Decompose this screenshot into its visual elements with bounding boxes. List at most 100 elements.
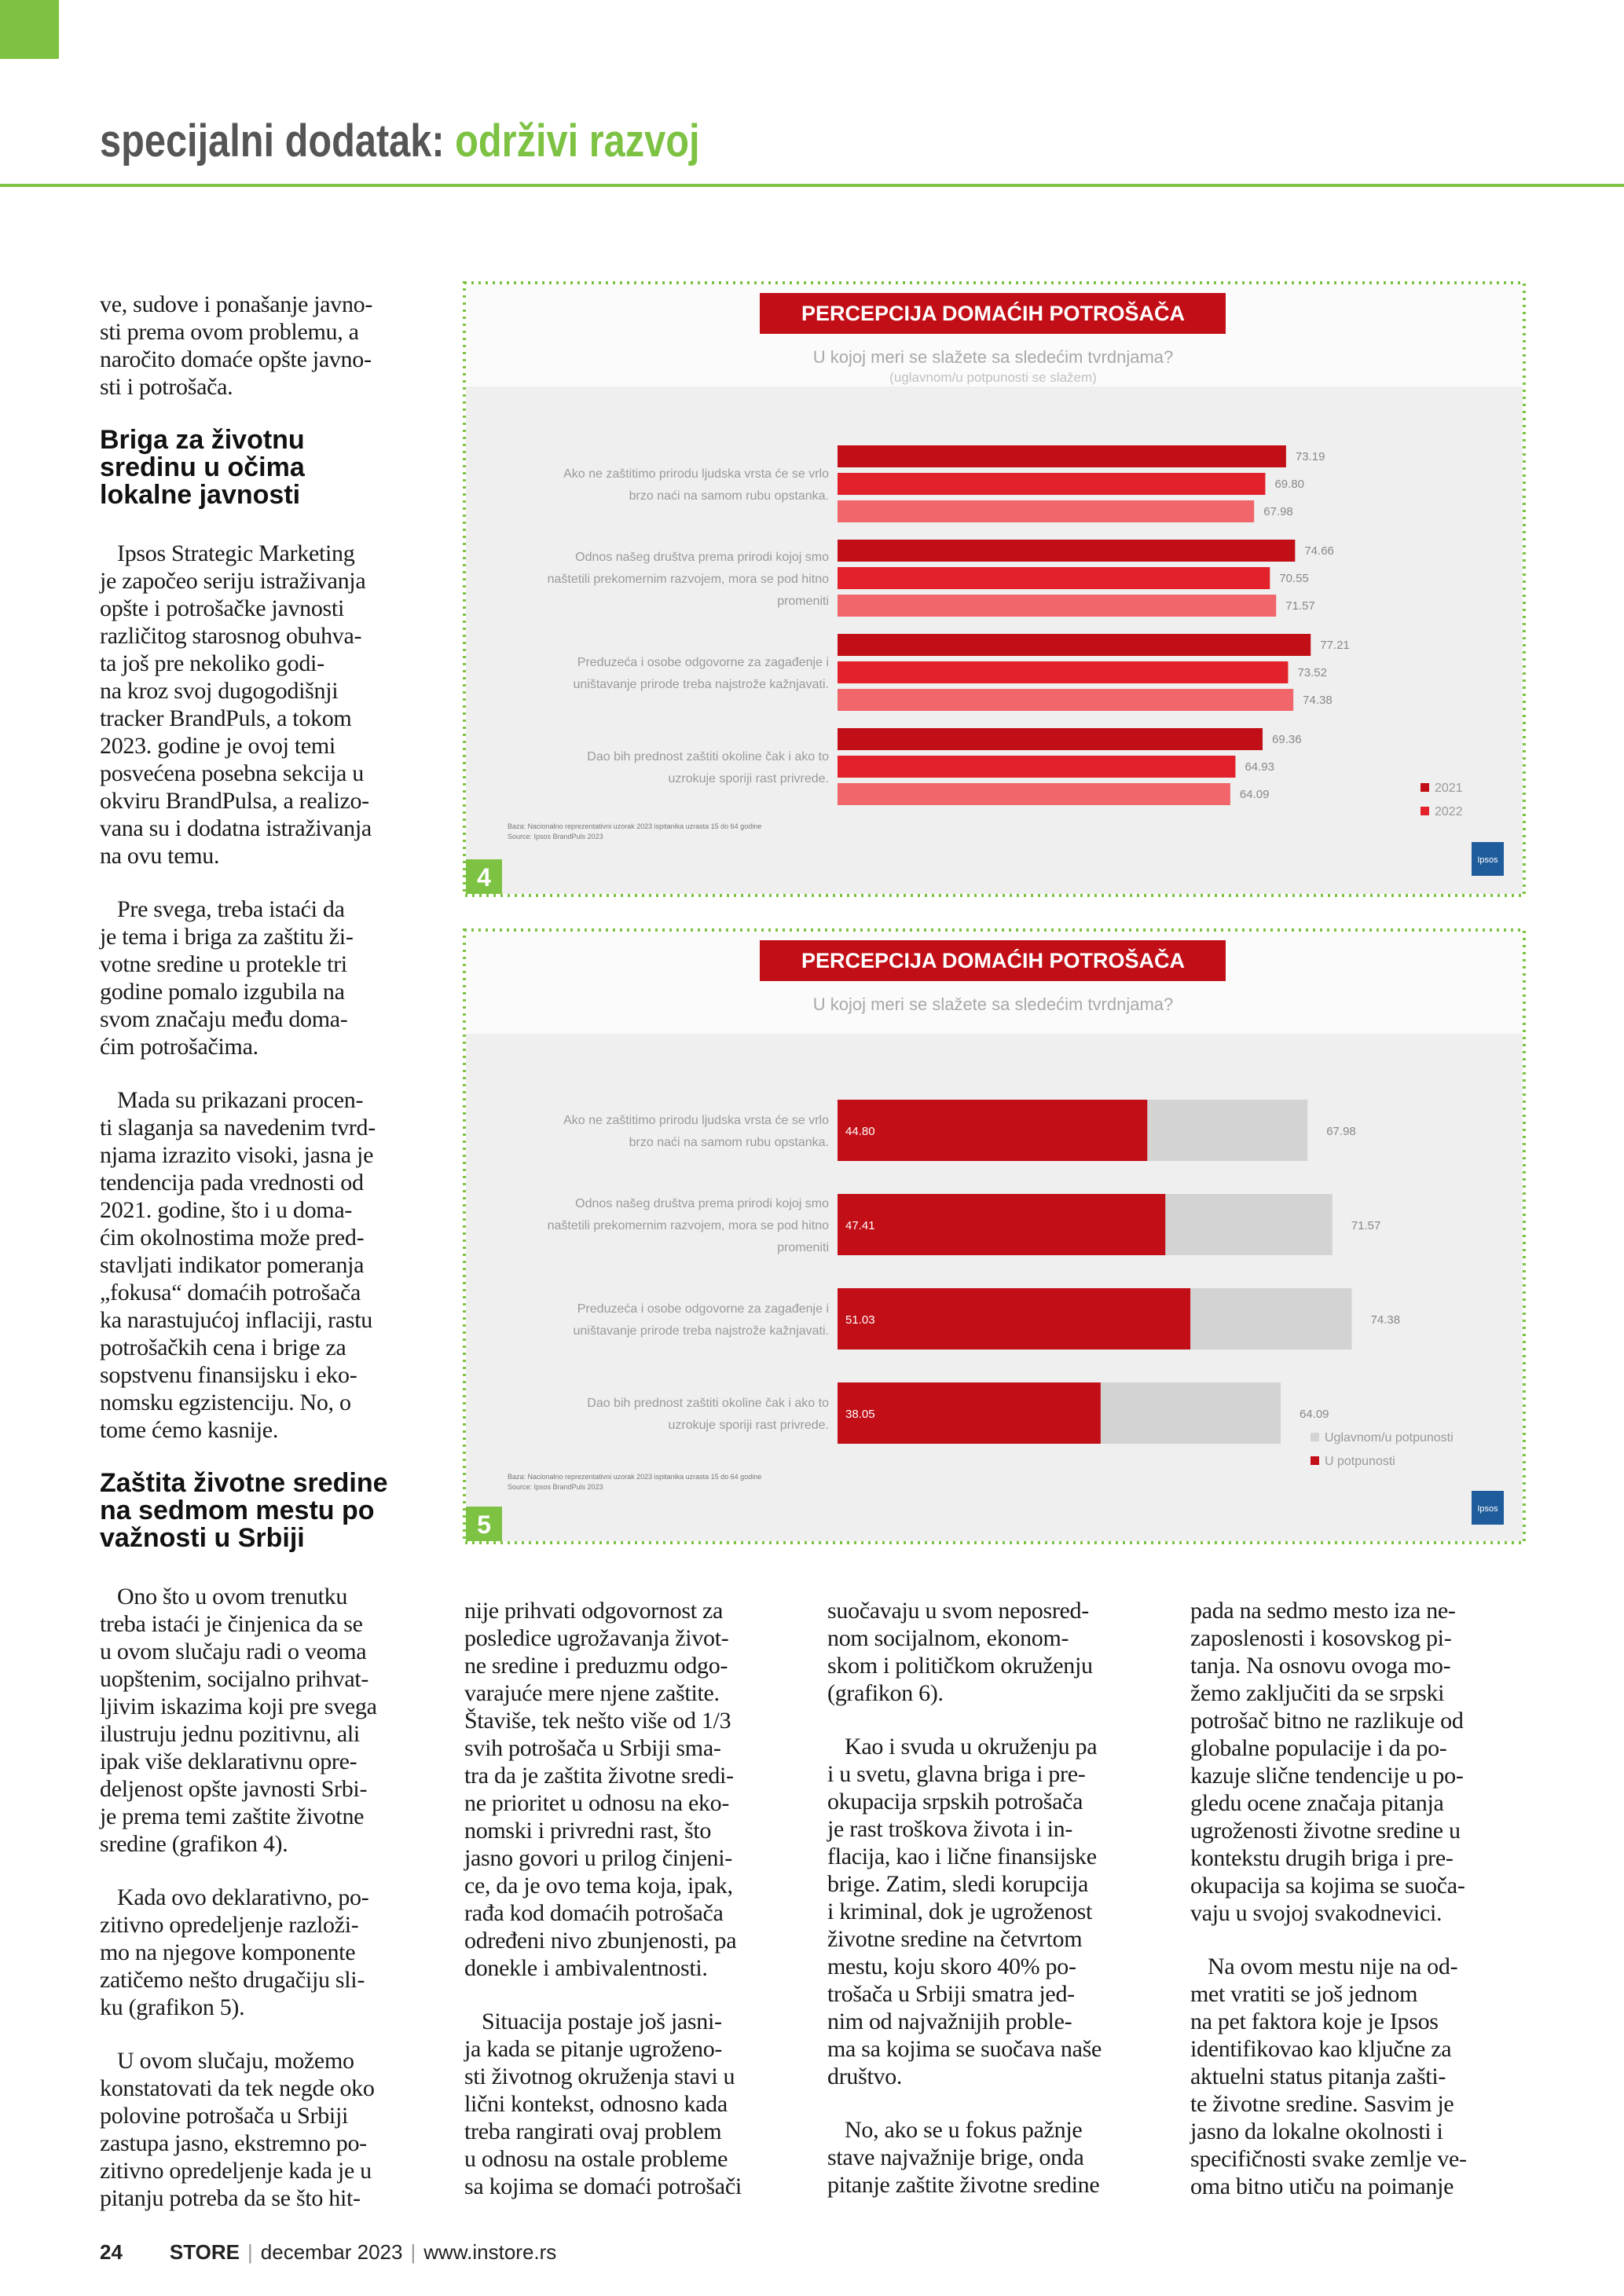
text-line: gledu ocene značaja pitanja [1190,1790,1444,1816]
text-line: Kao i svuda u okruženju pa [845,1734,1098,1760]
text-line: ilustruju jednu pozitivnu, ali [100,1721,360,1747]
text-line: lični kontekst, odnosno kada [464,2091,728,2117]
text-line: skom i političkom okruženju [827,1653,1093,1679]
text-line: i kriminal, dok je ugroženost [827,1899,1093,1924]
text-line: godine pomalo izgubila na [100,979,345,1005]
text-line: na kroz svoj dugogodišnji [100,678,339,704]
logo: Ipsos [1477,855,1498,865]
text-line: pitanju potreba da se što hit- [100,2185,361,2211]
text-line: posvećena posebna sekcija u [100,760,364,786]
value-label: 71.57 [1351,1219,1381,1232]
chart-note: Source: Ipsos BrandPuls 2023 [508,833,603,840]
text-line: na pet faktora koje je Ipsos [1190,2009,1439,2034]
bar [838,1100,1148,1161]
paragraph: U ovom slučaju, možemo konstatovati da te… [100,2047,438,2212]
text-line: jasno govori u prilog činjeni- [464,1845,732,1871]
text-line: na ovu temu. [100,843,220,869]
figure-number-box [466,859,502,894]
value-label: 64.09 [1300,1408,1329,1421]
text-line: ćim okolnostima može pred- [100,1225,365,1251]
text-line: Pre svega, treba istaći da [117,896,345,922]
figure-number-box [466,1507,502,1541]
text-line: trošača u Srbiji smatra jed- [827,1981,1075,2007]
chart-title: PERCEPCIJA DOMAĆIH POTROŠAČA [801,948,1185,972]
category-label: Dao bih prednost zaštiti okoline čak i a… [587,750,829,764]
separator: | [410,2240,416,2264]
text-column: ve, sudove i ponašanje javno-sti prema o… [100,291,438,2212]
value-label: 71.57 [1285,599,1315,613]
bar [838,1288,1191,1349]
value-label: 67.98 [1326,1125,1356,1138]
text-line: (grafikon 6). [827,1680,944,1706]
text-line: okupacija srpskih potrošača [827,1789,1083,1814]
text-line: ja kada se pitanje ugroženo- [464,2036,723,2062]
paragraph: Na ovom mestu nije na od-met vratiti se … [1190,1953,1528,2200]
title-topic: održivi razvoj [455,115,700,167]
text-line: jasno da lokalne okolnosti i [1190,2118,1443,2144]
value-label: 47.41 [845,1219,875,1232]
value-label: 74.38 [1371,1313,1401,1327]
bar [838,445,1286,467]
text-line: sti i potrošača. [100,374,233,400]
legend-label: 2022 [1435,805,1463,818]
text-line: Ipsos Strategic Marketing [117,540,355,566]
text-line: Štaviše, tek nešto više od 1/3 [464,1708,731,1734]
text-line: potrošačkih cena i brige za [100,1335,346,1360]
category-label: Ako ne zaštitimo prirodu ljudska vrsta ć… [563,1114,829,1127]
category-label: Preduzeća i osobe odgovorne za zagađenje… [577,656,829,669]
text-line: tracker BrandPuls, a tokom [100,705,352,731]
text-line: met vratiti se još jednom [1190,1981,1418,2007]
text-line: određeni nivo zbunjenosti, pa [464,1928,737,1954]
text-line: u odnosu na ostale probleme [464,2146,728,2172]
text-line: ta još pre nekoliko godi- [100,650,324,676]
text-line: je započeo seriju istraživanja [100,568,366,594]
chart-note: Source: Ipsos BrandPuls 2023 [508,1483,603,1491]
text-line: stavljati indikator pomeranja [100,1252,365,1278]
text-line: i u svetu, glavna briga i pre- [827,1761,1086,1787]
text-line: vana su i dodatna istraživanja [100,815,372,841]
text-line: stave najvažnije brige, onda [827,2144,1084,2170]
text-line: okupacija sa kojima se suoča- [1190,1873,1465,1899]
text-line: ne sredine i preduzmu odgo- [464,1653,728,1679]
bar [838,595,1277,617]
legend-swatch [1421,783,1429,792]
text-line: zastupa jasno, ekstremno po- [100,2130,367,2156]
category-label: Dao bih prednost zaštiti okoline čak i a… [587,1397,829,1410]
value-label: 64.09 [1240,788,1270,801]
text-column: suočavaju u svom neposred-nom socijalnom… [827,1597,1165,2199]
bar [838,728,1263,750]
bar [838,500,1255,522]
text-line: ugroženosti životne sredine u [1190,1818,1461,1844]
chart-note: Baza: Nacionalno reprezentativni uzorak … [508,822,761,830]
text-line: je tema i briga za zaštitu ži- [100,924,354,950]
text-line: rađa kod domaćih potrošača [464,1900,724,1926]
legend-swatch [1421,807,1429,815]
paragraph: Ipsos Strategic Marketing je započeo seri… [100,540,438,870]
paragraph: Mada su prikazani procen-ti slaganja sa … [100,1086,438,1444]
text-line: nomski i privredni rast, što [464,1818,712,1844]
paragraph: ve, sudove i ponašanje javno-sti prema o… [100,291,438,401]
value-label: 69.80 [1274,478,1304,491]
figure-number: 5 [477,1511,491,1539]
text-line: Ono što u ovom trenutku [117,1584,348,1609]
paragraph: suočavaju u svom neposred-nom socijalnom… [827,1597,1165,1707]
legend-swatch [1311,1433,1319,1441]
text-line: Na ovom mestu nije na od- [1208,1954,1458,1979]
text-line: deljenost opšte javnosti Srbi- [100,1776,368,1802]
text-line: ve, sudove i ponašanje javno- [100,291,373,317]
text-line: ćim potrošačima. [100,1034,258,1060]
text-line: Situacija postaje još jasni- [482,2009,722,2034]
text-line: 2023. godine je ovoj temi [100,733,335,759]
text-line: tanja. Na osnovu ovoga mo- [1190,1653,1451,1679]
text-line: 2021. godine, što i u doma- [100,1197,353,1223]
text-line: nije prihvati odgovornost za [464,1598,724,1624]
text-line: donekle i ambivalentnosti. [464,1955,708,1981]
text-line: specifičnosti svake zemlje ve- [1190,2146,1467,2172]
bar [838,689,1294,711]
text-line: sti životnog okruženja stavi u [464,2063,735,2089]
text-line: kazuje slične tendencije u po- [1190,1763,1464,1789]
value-label: 51.03 [845,1313,875,1327]
text-line: ku (grafikon 5). [100,1994,245,2020]
value-label: 74.66 [1304,544,1334,558]
